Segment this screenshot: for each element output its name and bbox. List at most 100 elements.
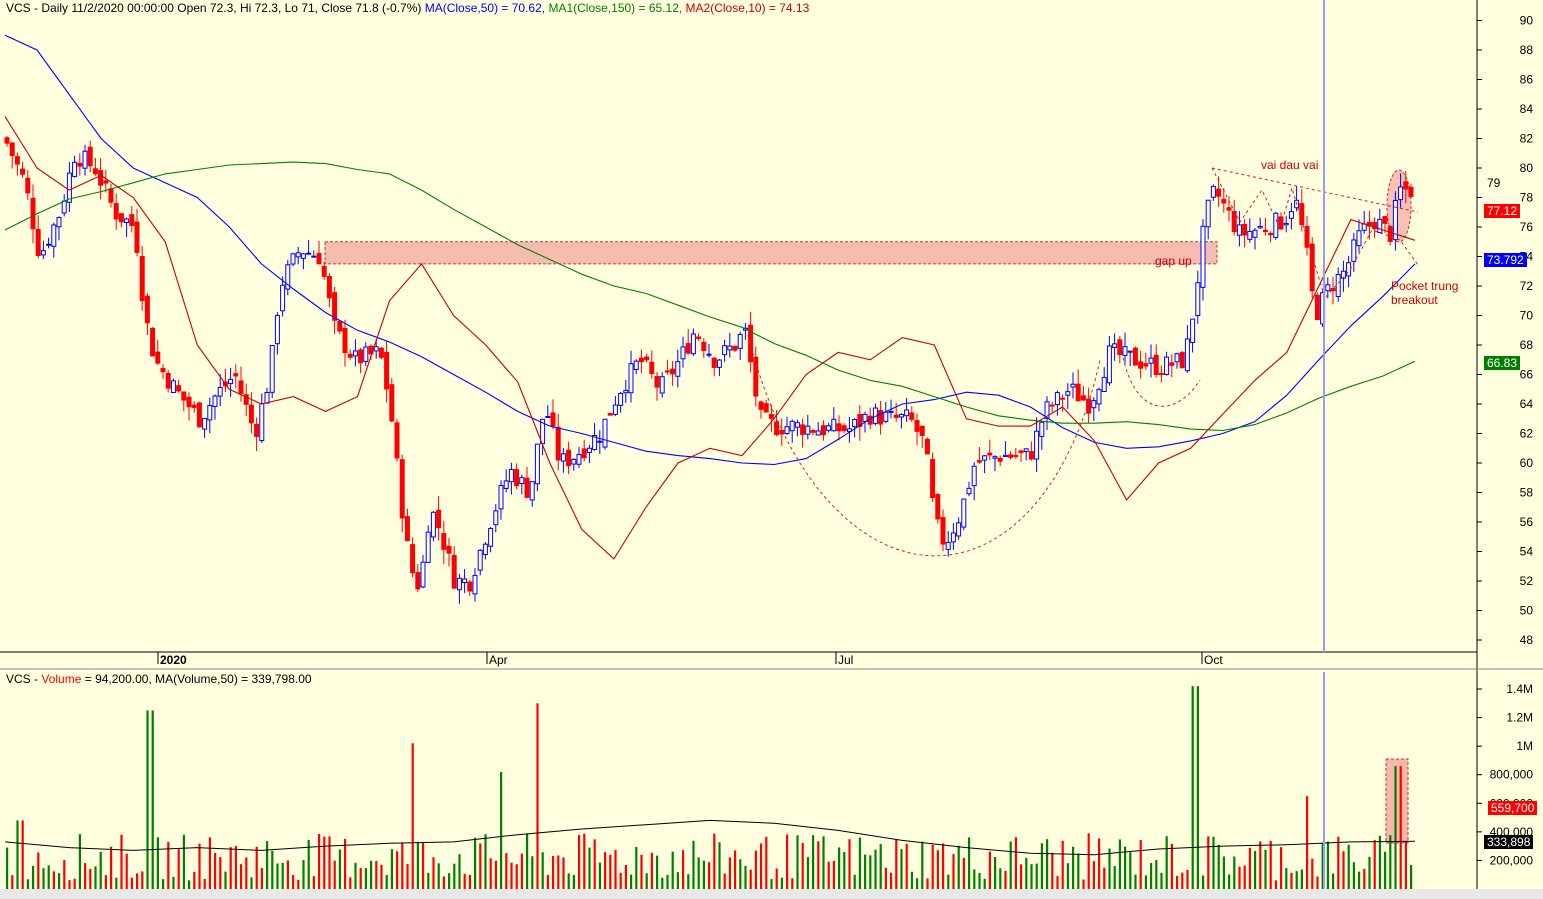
candle-up bbox=[1054, 392, 1060, 406]
candle-up bbox=[1122, 346, 1128, 356]
candle-up bbox=[1200, 225, 1206, 288]
candle-up bbox=[493, 510, 499, 526]
volume-bar bbox=[297, 879, 300, 889]
volume-bar bbox=[78, 834, 81, 889]
volume-bar bbox=[1124, 846, 1127, 889]
volume-bar bbox=[1051, 852, 1054, 889]
volume-bar bbox=[11, 875, 14, 889]
volume-bar bbox=[697, 857, 700, 889]
volume-bar bbox=[624, 864, 627, 889]
candle-up bbox=[805, 425, 811, 435]
candle-down bbox=[810, 430, 816, 433]
volume-bar bbox=[1098, 838, 1101, 889]
candle-down bbox=[321, 265, 327, 277]
candle-up bbox=[883, 411, 889, 422]
candle-down bbox=[940, 516, 946, 545]
annotation-head-shoulders: vai dau vai bbox=[1261, 158, 1319, 172]
volume-bar bbox=[1238, 866, 1241, 889]
volume-bar bbox=[260, 868, 263, 889]
candle-down bbox=[384, 351, 390, 390]
candle-down bbox=[77, 162, 83, 167]
volume-bar bbox=[1311, 858, 1314, 889]
volume-bar bbox=[411, 743, 414, 889]
candle-down bbox=[836, 423, 842, 432]
candle-up bbox=[1377, 218, 1383, 233]
volume-bar bbox=[999, 868, 1002, 889]
price-tick-label: 52 bbox=[1520, 574, 1534, 588]
candle-down bbox=[378, 347, 384, 358]
volume-bar bbox=[364, 868, 367, 889]
volume-bar bbox=[1295, 871, 1298, 889]
candle-up bbox=[992, 456, 998, 459]
candle-down bbox=[35, 228, 41, 256]
candle-down bbox=[857, 413, 863, 427]
volume-bar bbox=[676, 872, 679, 889]
candle-up bbox=[862, 413, 868, 422]
volume-bar bbox=[1139, 840, 1142, 889]
volume-bar bbox=[1264, 849, 1267, 889]
price-tick-label: 90 bbox=[1520, 14, 1534, 28]
candle-up bbox=[462, 578, 468, 584]
candle-down bbox=[924, 438, 930, 455]
volume-bar bbox=[1222, 856, 1225, 889]
volume-bar bbox=[843, 852, 846, 889]
volume-bar bbox=[474, 837, 477, 889]
volume-tick-label: 1.4M bbox=[1506, 682, 1533, 696]
candle-down bbox=[1060, 397, 1066, 400]
candle-down bbox=[779, 429, 785, 435]
volume-bar bbox=[1212, 836, 1215, 889]
volume-bar bbox=[1332, 873, 1335, 889]
volume-bar bbox=[151, 710, 154, 889]
volume-bar bbox=[853, 874, 856, 889]
volume-bar bbox=[63, 860, 66, 889]
volume-bar bbox=[307, 839, 310, 889]
candle-down bbox=[196, 402, 202, 428]
volume-bar bbox=[578, 835, 581, 889]
volume-bar bbox=[37, 852, 40, 889]
candle-down bbox=[332, 292, 338, 321]
candle-down bbox=[914, 419, 920, 432]
candle-down bbox=[160, 367, 166, 373]
volume-bar bbox=[926, 878, 929, 889]
volume-bar bbox=[156, 837, 159, 889]
candle-up bbox=[290, 253, 296, 265]
volume-bar bbox=[780, 877, 783, 889]
candle-down bbox=[935, 494, 941, 520]
volume-bar bbox=[89, 868, 92, 889]
candle-up bbox=[264, 391, 270, 404]
candle-up bbox=[425, 531, 431, 563]
volume-bar bbox=[702, 860, 705, 889]
volume-tick-label: 200,000 bbox=[1490, 853, 1534, 867]
x-tick-label: 2020 bbox=[160, 653, 187, 667]
volume-bar bbox=[255, 846, 258, 889]
candle-up bbox=[1273, 212, 1279, 238]
candle-up bbox=[1392, 199, 1398, 241]
volume-bar bbox=[786, 834, 789, 889]
volume-bar bbox=[1046, 839, 1049, 889]
volume-bar bbox=[1150, 863, 1153, 889]
volume-bar bbox=[884, 867, 887, 889]
volume-bar bbox=[250, 877, 253, 889]
price-tick-label: 50 bbox=[1520, 604, 1534, 618]
volume-bar bbox=[838, 847, 841, 889]
volume-bar bbox=[682, 850, 685, 889]
volume-bar bbox=[437, 863, 440, 889]
volume-bar bbox=[1347, 844, 1350, 889]
candle-up bbox=[898, 414, 904, 418]
candle-down bbox=[987, 452, 993, 456]
volume-bar bbox=[598, 862, 601, 889]
volume-bar bbox=[687, 874, 690, 889]
volume-bar bbox=[333, 860, 336, 889]
volume-bar bbox=[1285, 868, 1288, 889]
volume-bar bbox=[952, 854, 955, 889]
candle-up bbox=[1257, 225, 1263, 229]
candle-down bbox=[1117, 339, 1123, 356]
volume-bar bbox=[749, 869, 752, 889]
candle-up bbox=[363, 346, 369, 362]
volume-bar bbox=[832, 860, 835, 889]
volume-bar bbox=[890, 872, 893, 889]
volume-bar bbox=[879, 844, 882, 889]
volume-bar bbox=[344, 838, 347, 889]
candle-down bbox=[129, 214, 135, 227]
